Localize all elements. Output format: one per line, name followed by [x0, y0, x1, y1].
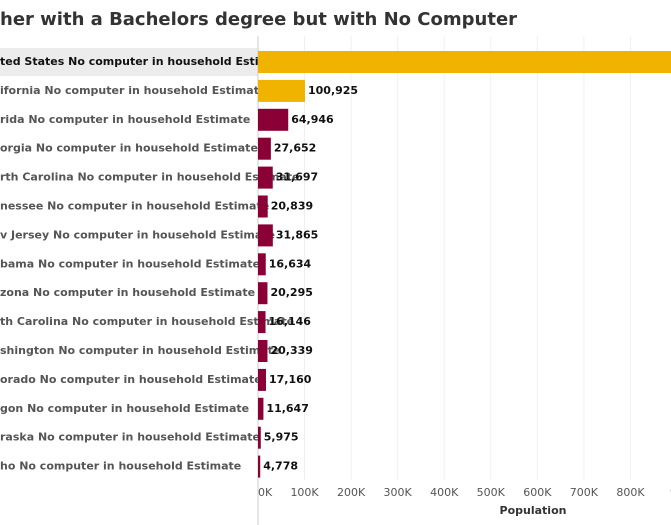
bar — [258, 368, 266, 391]
y-tick-label: v Jersey No computer in household Estima… — [0, 228, 275, 241]
y-tick-label: rida No computer in household Estimate — [0, 113, 250, 126]
x-tick-label: 100K — [290, 486, 319, 499]
bar — [258, 195, 268, 218]
value-label: 27,652 — [274, 142, 316, 155]
y-tick-label: ho No computer in household Estimate — [0, 460, 241, 473]
y-tick-label: th Carolina No computer in household Est… — [0, 315, 294, 328]
y-tick-label: zona No computer in household Estimate — [0, 286, 255, 299]
y-tick-label: ifornia No computer in household Estimat… — [0, 84, 266, 97]
bar — [258, 397, 264, 420]
y-tick-label: shington No computer in household Estima… — [0, 344, 280, 357]
value-label: 16,146 — [269, 315, 312, 328]
value-label: 4,778 — [263, 460, 298, 473]
bar — [258, 253, 266, 276]
chart-title: her with a Bachelors degree but with No … — [0, 9, 517, 30]
bar — [258, 79, 305, 102]
y-tick-label: gon No computer in household Estimate — [0, 402, 249, 415]
bar — [258, 166, 273, 189]
value-label: 16,634 — [269, 257, 312, 270]
x-tick-label: 800K — [616, 486, 645, 499]
x-tick-label: 0K — [258, 486, 273, 499]
value-label: 20,295 — [270, 286, 312, 299]
y-tick-label: orado No computer in household Estimate — [0, 373, 262, 386]
y-tick-label: ted States No computer in household Esti… — [0, 55, 290, 68]
y-tick-label: orgia No computer in household Estimate — [0, 142, 258, 155]
row-highlight — [0, 48, 258, 76]
bar — [258, 426, 261, 449]
value-label: 31,697 — [276, 171, 318, 184]
y-tick-label: nessee No computer in household Estimate — [0, 200, 269, 213]
value-label: 100,925 — [308, 84, 358, 97]
x-tick-label: 300K — [384, 486, 413, 499]
x-tick-label: 500K — [477, 486, 506, 499]
y-tick-label: raska No computer in household Estimate — [0, 431, 260, 444]
x-tick-label: 200K — [337, 486, 366, 499]
bar — [258, 340, 268, 362]
bar — [258, 311, 266, 334]
x-tick-label: 600K — [523, 486, 552, 499]
bar — [258, 282, 268, 305]
value-label: 64,946 — [291, 113, 334, 126]
value-label: 20,339 — [270, 344, 312, 357]
x-axis-title: Population — [500, 504, 567, 517]
x-tick-label: 400K — [430, 486, 459, 499]
y-tick-label: rth Carolina No computer in household Es… — [0, 171, 299, 184]
value-label: 5,975 — [264, 431, 299, 444]
value-label: 11,647 — [266, 402, 308, 415]
bar — [258, 224, 273, 247]
value-label: 31,865 — [276, 228, 318, 241]
x-tick-label: 700K — [570, 486, 599, 499]
y-tick-label: bama No computer in household Estimate — [0, 257, 260, 270]
value-label: 20,839 — [271, 200, 313, 213]
bar — [258, 137, 271, 160]
bar — [258, 455, 261, 478]
bar — [258, 108, 289, 131]
bar — [258, 51, 671, 73]
value-label: 17,160 — [269, 373, 312, 386]
